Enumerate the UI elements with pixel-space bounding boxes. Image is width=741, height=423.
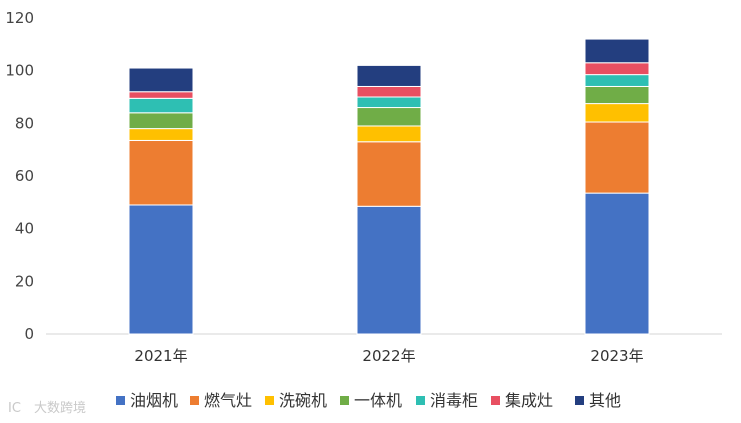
y-tick-label: 60 <box>15 167 34 185</box>
bar-segment <box>584 121 650 194</box>
y-tick-label: 40 <box>15 220 34 238</box>
x-tick-label: 2023年 <box>590 347 643 365</box>
legend-swatch <box>416 396 425 405</box>
legend-label: 油烟机 <box>130 391 178 410</box>
legend-swatch <box>190 396 199 405</box>
legend-swatch <box>491 396 500 405</box>
x-axis-tick-labels: 2021年 2022年 2023年 <box>134 347 643 365</box>
y-tick-label: 80 <box>15 114 34 132</box>
legend-label: 一体机 <box>354 391 402 410</box>
bars-group <box>128 38 650 335</box>
x-tick-label: 2021年 <box>134 347 187 365</box>
bar-segment <box>356 141 422 207</box>
y-tick-label: 20 <box>15 272 34 290</box>
bar-segment <box>356 64 422 87</box>
bar-segment <box>128 128 194 141</box>
y-tick-label: 100 <box>5 62 34 80</box>
bar-segment <box>356 205 422 335</box>
watermark-text: 大数跨境 <box>34 401 86 416</box>
y-tick-label: 0 <box>24 325 34 343</box>
bar-segment <box>584 74 650 87</box>
bar-segment <box>128 91 194 99</box>
y-axis-ticks: 0 20 40 60 80 100 120 <box>5 9 34 343</box>
bar-segment <box>128 139 194 206</box>
bar-segment <box>356 85 422 98</box>
legend-label: 其他 <box>589 391 621 410</box>
bar-segment <box>584 85 650 105</box>
legend-swatch <box>340 396 349 405</box>
bar-segment <box>128 97 194 114</box>
bar-segment <box>584 62 650 76</box>
legend-label: 燃气灶 <box>204 391 252 410</box>
watermark: IC 大数跨境 <box>8 401 86 416</box>
bar-segment <box>128 204 194 335</box>
legend-label: 消毒柜 <box>430 391 478 410</box>
legend-label: 洗碗机 <box>279 391 327 410</box>
bar-segment <box>356 96 422 109</box>
watermark-logo-icon: IC <box>8 401 21 416</box>
bar-segment <box>356 107 422 127</box>
legend-swatch <box>575 396 584 405</box>
x-tick-label: 2022年 <box>362 347 415 365</box>
bar-segment <box>128 67 194 93</box>
legend-label: 集成灶 <box>505 391 553 410</box>
legend-swatch <box>116 396 125 405</box>
legend-swatch <box>265 396 274 405</box>
bar-segment <box>584 103 650 123</box>
bar-segment <box>584 38 650 64</box>
y-tick-label: 120 <box>5 9 34 27</box>
bar-segment <box>356 125 422 143</box>
legend: 油烟机 燃气灶 洗碗机 一体机 消毒柜 集成灶 其他 <box>116 391 621 410</box>
bar-segment <box>584 192 650 335</box>
bar-segment <box>128 112 194 130</box>
